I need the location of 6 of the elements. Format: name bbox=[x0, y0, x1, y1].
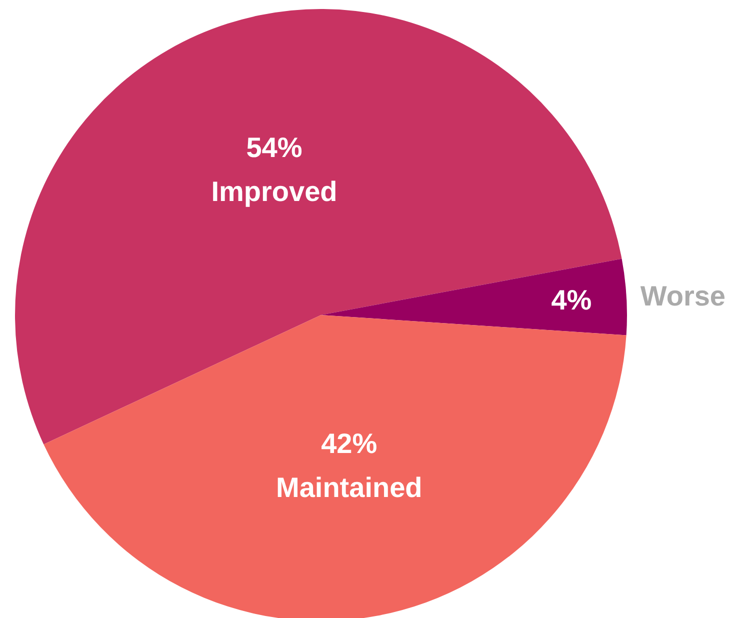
data-label: 54% bbox=[246, 132, 302, 163]
data-label: 42% bbox=[321, 428, 378, 459]
slice-label: Improved bbox=[211, 176, 338, 207]
data-label: 4% bbox=[551, 284, 592, 316]
slice-label: Maintained bbox=[276, 472, 422, 503]
slice-label: Worse bbox=[640, 280, 726, 312]
